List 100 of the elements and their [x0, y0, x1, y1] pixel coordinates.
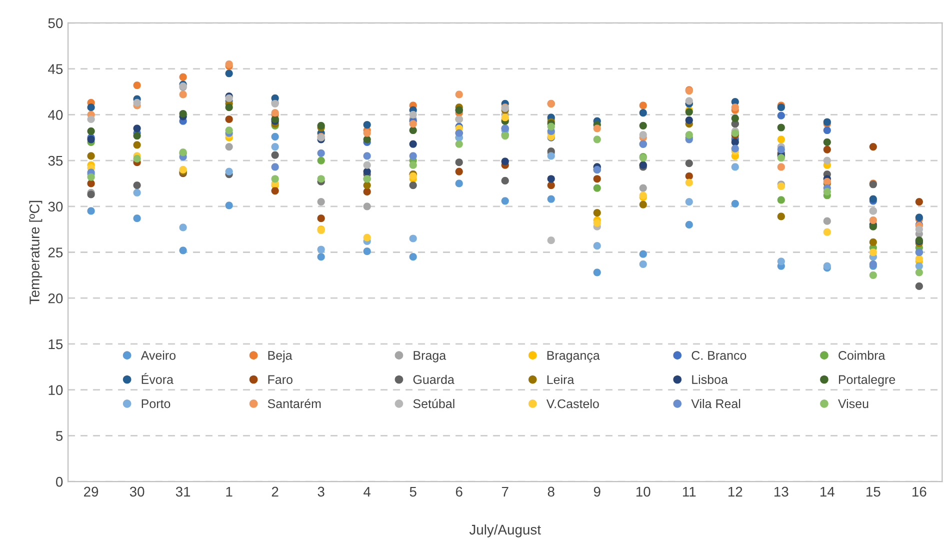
point — [547, 122, 555, 130]
point — [271, 186, 279, 195]
point — [409, 152, 417, 160]
point — [409, 140, 417, 148]
point — [685, 178, 693, 186]
point — [593, 184, 601, 192]
point — [363, 234, 371, 242]
x-tick-label: 4 — [364, 486, 371, 496]
point — [133, 188, 141, 196]
point — [225, 70, 233, 78]
point — [823, 126, 831, 134]
point — [547, 195, 555, 203]
point — [363, 188, 371, 196]
legend-label: C. Branco — [692, 350, 746, 360]
point — [363, 202, 371, 210]
x-axis-title: July/August — [469, 524, 541, 538]
point — [409, 161, 417, 169]
point — [869, 271, 877, 279]
point — [179, 224, 187, 232]
point — [823, 138, 831, 146]
point — [823, 146, 831, 154]
y-tick-label: 40 — [48, 110, 63, 120]
x-tick-label: 13 — [774, 486, 788, 497]
point — [455, 90, 463, 98]
legend-label: Portalegre — [838, 374, 896, 386]
point — [869, 238, 877, 246]
point — [225, 115, 233, 124]
point — [409, 126, 417, 134]
point — [593, 124, 601, 132]
x-tick-label: 9 — [594, 486, 600, 497]
point — [317, 246, 325, 254]
point — [915, 254, 923, 262]
point — [823, 228, 831, 236]
point — [317, 149, 325, 157]
point — [317, 198, 325, 206]
point — [271, 163, 279, 171]
point — [639, 184, 647, 192]
legend-label: Guarda — [413, 374, 454, 384]
point — [133, 82, 141, 90]
y-tick-label: 0 — [56, 476, 63, 487]
point — [87, 152, 95, 160]
point — [455, 168, 463, 176]
point — [823, 188, 831, 196]
point — [777, 112, 785, 120]
point — [731, 200, 739, 208]
point — [777, 124, 785, 132]
x-tick-label: 31 — [176, 486, 190, 497]
point — [409, 181, 417, 190]
point — [225, 126, 233, 134]
point — [363, 161, 371, 169]
point — [133, 132, 141, 140]
point — [87, 207, 95, 215]
point — [179, 90, 187, 98]
x-tick-label: 11 — [682, 486, 696, 496]
point — [685, 172, 693, 180]
point — [363, 136, 371, 144]
point — [363, 248, 371, 256]
point — [915, 226, 923, 234]
point — [225, 104, 233, 112]
x-tick-label: 8 — [548, 486, 554, 497]
point — [133, 154, 141, 162]
legend-label: Leira — [547, 374, 574, 384]
point — [501, 158, 509, 166]
y-tick-label: 50 — [48, 18, 63, 28]
y-tick-label: 30 — [48, 202, 63, 212]
legend-label: Bragança — [547, 351, 600, 362]
point — [225, 168, 233, 176]
y-tick-label: 15 — [48, 339, 63, 350]
point — [777, 146, 785, 154]
y-tick-label: 20 — [48, 293, 63, 304]
point — [271, 175, 279, 183]
point — [639, 260, 647, 268]
y-tick-label: 5 — [56, 431, 63, 441]
point — [317, 214, 325, 222]
y-axis-title: Temperature [ºC] — [29, 200, 42, 304]
point — [685, 198, 693, 206]
point — [777, 196, 785, 204]
point — [731, 114, 739, 122]
legend-label: V.Castelo — [546, 399, 599, 408]
point — [455, 158, 463, 166]
x-tick-label: 3 — [318, 486, 324, 497]
point — [409, 253, 417, 261]
x-tick-label: 15 — [866, 486, 880, 497]
point — [593, 209, 601, 217]
point — [501, 197, 509, 205]
point — [225, 142, 233, 151]
point — [639, 109, 647, 117]
point — [409, 110, 417, 118]
point — [455, 140, 463, 148]
point — [869, 248, 877, 256]
legend-label: Santarém — [268, 398, 321, 408]
x-tick-label: 2 — [272, 486, 278, 496]
point — [685, 97, 693, 105]
point — [639, 131, 647, 139]
point — [869, 216, 877, 224]
point — [87, 127, 95, 135]
point — [409, 120, 417, 128]
point — [685, 220, 693, 229]
legend-label: Porto — [142, 399, 170, 408]
legend-label: Setúbal — [413, 398, 454, 408]
